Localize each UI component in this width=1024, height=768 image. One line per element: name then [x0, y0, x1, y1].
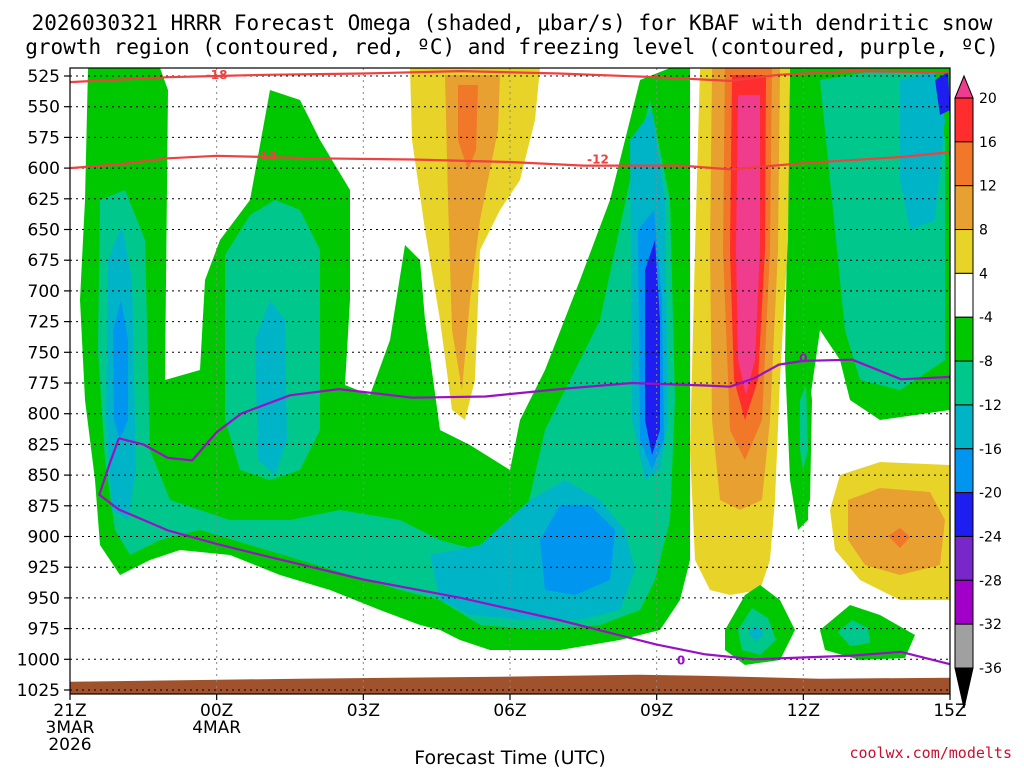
colorbar-box-11	[954, 535, 974, 581]
y-tick-label-900: 900	[28, 528, 60, 548]
x-tick-label-21Z: 21Z	[53, 701, 86, 721]
x-tick-label-03Z: 03Z	[347, 701, 380, 721]
colorbar-label-12: 12	[979, 179, 997, 195]
omega-orange-lowright	[888, 528, 910, 548]
y-tick-label-925: 925	[28, 558, 60, 578]
y-tick-label-600: 600	[28, 159, 60, 179]
x-tick-label-00Z: 00Z	[200, 701, 233, 721]
omega-blue-left	[113, 300, 128, 440]
terrain-fill	[70, 674, 950, 694]
colorbar-bottom-arrow	[954, 667, 974, 709]
y-tick-label-550: 550	[28, 98, 60, 118]
colorbar-label--36: -36	[979, 661, 1002, 677]
credit-link[interactable]: coolwx.com/modelts	[849, 744, 1012, 762]
colorbar-label--8: -8	[979, 354, 993, 370]
omega-teal-cell-b	[838, 620, 870, 646]
x-tick-label-12Z: 12Z	[787, 701, 820, 721]
x-tick-date-21Z: 3MAR	[46, 718, 95, 738]
colorbar-box-12	[954, 579, 974, 625]
y-tick-label-575: 575	[28, 128, 60, 148]
plot-area	[70, 68, 950, 694]
freezing-level-upper-contour	[118, 358, 951, 462]
omega-teal-stripe	[800, 385, 808, 470]
colorbar: 20 16 12 8 4 -4 -8 -12 -16 -20 -24 -28 -32 -36	[954, 74, 1002, 709]
y-tick-label-650: 650	[28, 221, 60, 241]
colorbar-box-4	[954, 229, 974, 274]
y-tick-label-625: 625	[28, 190, 60, 210]
dgz-bottom-contour	[69, 151, 951, 171]
y-tick-label-725: 725	[28, 313, 60, 333]
y-tick-label-675: 675	[28, 251, 60, 271]
omega-magenta-tower	[736, 95, 760, 395]
omega-blue-right	[935, 72, 950, 115]
dgz-top-label: -18	[206, 68, 228, 82]
colorbar-box-6	[954, 316, 974, 362]
omega-cyan-mid	[255, 300, 287, 475]
y-tick-label-700: 700	[28, 282, 60, 302]
y-tick-label-975: 975	[28, 620, 60, 640]
chart-title-line2: growth region (contoured, red, ºC) and f…	[25, 35, 999, 59]
y-tick-label-875: 875	[28, 497, 60, 517]
colorbar-label-16: 16	[979, 135, 997, 151]
x-tick-label-09Z: 09Z	[640, 701, 673, 721]
colorbar-box-13	[954, 623, 974, 669]
dgz-top-contour	[69, 70, 951, 84]
y-tick-label-950: 950	[28, 589, 60, 609]
dgz-bottom-label-right: -12	[587, 153, 609, 167]
y-axis: 525 550 575 600 625 650 675 700 725 750 775 800 825 8…	[17, 67, 70, 701]
omega-cyan-cell-a	[748, 625, 764, 642]
colorbar-label--32: -32	[979, 617, 1002, 633]
x-axis-label: Forecast Time (UTC)	[414, 747, 605, 768]
colorbar-label-4: 4	[979, 266, 988, 282]
omega-shading	[80, 68, 950, 665]
omega-blue-bottom	[540, 505, 615, 595]
colorbar-box-3	[954, 185, 974, 231]
colorbar-label--28: -28	[979, 573, 1002, 589]
colorbar-label-20: 20	[979, 91, 997, 107]
colorbar-label--4: -4	[979, 310, 993, 326]
omega-darkblue-core	[645, 240, 660, 455]
colorbar-top-arrow	[954, 74, 974, 99]
freezing-level-lower-contour	[98, 437, 951, 666]
colorbar-label--20: -20	[979, 486, 1002, 502]
freezing-label-lower: 0	[677, 654, 685, 668]
x-tick-year-21Z: 2026	[48, 735, 91, 755]
colorbar-label-8: 8	[979, 223, 988, 239]
colorbar-label--24: -24	[979, 529, 1002, 545]
colorbar-box-10	[954, 492, 974, 537]
x-tick-date-00Z: 4MAR	[192, 718, 241, 738]
chart-title-line1: 2026030321 HRRR Forecast Omega (shaded, …	[32, 11, 993, 35]
colorbar-box-7	[954, 360, 974, 406]
y-tick-label-750: 750	[28, 343, 60, 363]
y-tick-label-850: 850	[28, 466, 60, 486]
freezing-label-upper: 0	[799, 351, 807, 365]
colorbar-label--12: -12	[979, 398, 1002, 414]
colorbar-label--16: -16	[979, 442, 1002, 458]
colorbar-box-9	[954, 448, 974, 494]
y-tick-label-825: 825	[28, 435, 60, 455]
contour-lines: -18 -12 -12 0 0	[69, 68, 951, 668]
y-tick-label-775: 775	[28, 374, 60, 394]
dgz-bottom-label-left: -12	[255, 149, 277, 163]
colorbar-box-2	[954, 141, 974, 187]
colorbar-box-8	[954, 404, 974, 450]
y-tick-label-525: 525	[28, 67, 60, 87]
terrain-surface	[70, 674, 950, 694]
y-tick-label-1000: 1000	[17, 650, 60, 670]
omega-cyan-right	[900, 72, 945, 230]
x-tick-label-06Z: 06Z	[493, 701, 526, 721]
y-tick-label-1025: 1025	[17, 681, 60, 701]
omega-gold-upper	[445, 75, 500, 390]
colorbar-box-1	[954, 97, 974, 143]
y-tick-label-800: 800	[28, 405, 60, 425]
omega-teal-region	[98, 100, 675, 630]
colorbar-box-5	[954, 272, 974, 318]
x-tick-label-15Z: 15Z	[933, 701, 966, 721]
